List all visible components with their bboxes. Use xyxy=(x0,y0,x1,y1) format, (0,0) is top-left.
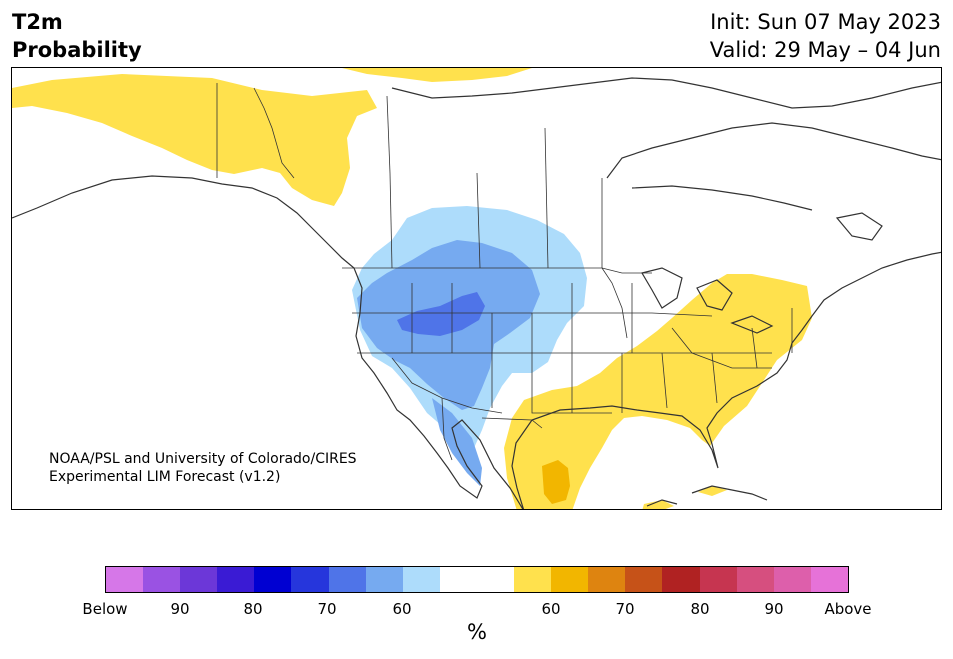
credit-line-1: NOAA/PSL and University of Colorado/CIRE… xyxy=(49,451,357,467)
colorbar-swatch-13 xyxy=(588,567,626,592)
colorbar-swatch-10 xyxy=(476,567,515,592)
colorbar-swatch-5 xyxy=(291,567,329,592)
variable-title: T2m xyxy=(12,10,63,34)
colorbar-tick-above-60: 60 xyxy=(541,600,561,618)
coastlines xyxy=(12,77,941,509)
chart-title-block: T2m Probability xyxy=(12,8,142,64)
below-region-gulf-california xyxy=(432,398,482,486)
colorbar-swatch-1 xyxy=(143,567,181,592)
colorbar-swatch-6 xyxy=(328,567,366,592)
colorbar-tick-above: Above xyxy=(824,600,872,618)
credit-text: NOAA/PSL and University of Colorado/CIRE… xyxy=(49,450,357,486)
colorbar-tick-above-70: 70 xyxy=(615,600,635,618)
colorbar-swatch-15 xyxy=(662,567,700,592)
colorbar-swatch-17 xyxy=(736,567,774,592)
above-region-texas-70 xyxy=(542,460,570,504)
probability-colorbar xyxy=(105,566,849,593)
valid-date: Valid: 29 May – 04 Jun xyxy=(709,38,941,62)
colorbar-tick-below-90: 90 xyxy=(170,600,190,618)
forecast-map xyxy=(12,68,941,509)
above-region-southeast xyxy=(504,274,812,509)
date-block: Init: Sun 07 May 2023 Valid: 29 May – 04… xyxy=(710,8,941,64)
above-region-cuba xyxy=(698,486,727,496)
colorbar-swatch-3 xyxy=(217,567,255,592)
colorbar-swatch-16 xyxy=(699,567,737,592)
colorbar-tick-below-60: 60 xyxy=(392,600,412,618)
credit-line-2: Experimental LIM Forecast (v1.2) xyxy=(49,469,281,485)
colorbar-swatch-18 xyxy=(773,567,811,592)
colorbar-swatch-12 xyxy=(551,567,589,592)
colorbar-swatch-19 xyxy=(810,567,848,592)
colorbar-swatch-0 xyxy=(106,567,144,592)
init-date: Init: Sun 07 May 2023 xyxy=(710,10,941,34)
below-region-80 xyxy=(397,292,485,336)
colorbar-swatch-11 xyxy=(514,567,552,592)
colorbar-swatch-4 xyxy=(254,567,292,592)
map-panel xyxy=(11,67,942,510)
colorbar-swatch-7 xyxy=(365,567,403,592)
colorbar-swatch-14 xyxy=(625,567,663,592)
colorbar-unit: % xyxy=(467,620,487,644)
product-title: Probability xyxy=(12,38,142,62)
above-region-arctic xyxy=(342,68,532,82)
colorbar-swatch-9 xyxy=(439,567,477,592)
colorbar-swatch-8 xyxy=(402,567,440,592)
colorbar-tick-below-80: 80 xyxy=(243,600,263,618)
colorbar-tick-above-80: 80 xyxy=(690,600,710,618)
colorbar-swatch-2 xyxy=(180,567,218,592)
colorbar-tick-below-70: 70 xyxy=(317,600,337,618)
above-region-caribbean xyxy=(642,500,674,509)
colorbar-tick-below: Below xyxy=(82,600,128,618)
above-region-alaska xyxy=(12,74,377,206)
political-borders xyxy=(216,83,793,461)
colorbar-tick-above-90: 90 xyxy=(764,600,784,618)
